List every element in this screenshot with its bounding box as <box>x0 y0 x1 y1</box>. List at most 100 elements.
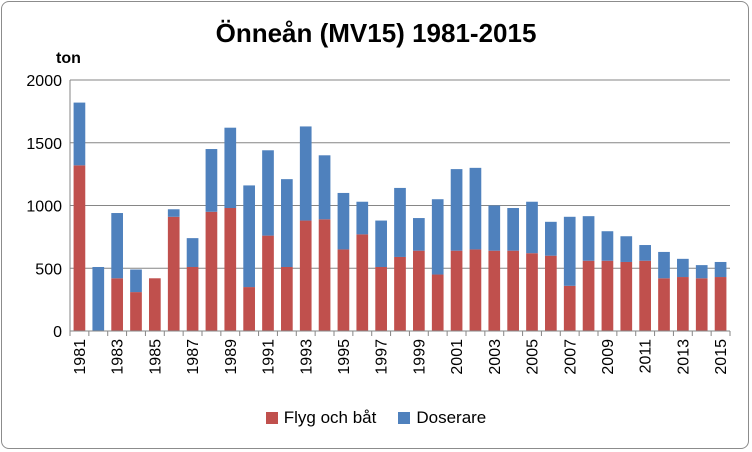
x-tick-label: 2003 <box>487 339 504 375</box>
bar-flyg-1990 <box>243 287 255 331</box>
chart-legend: Flyg och båt Doserare <box>0 408 752 428</box>
bar-doserare-1990 <box>243 185 255 288</box>
bar-flyg-1987 <box>186 266 199 331</box>
bar-doserare-1989 <box>224 127 237 209</box>
bar-doserare-1997 <box>375 220 387 267</box>
bar-flyg-1986 <box>167 216 180 331</box>
bar-flyg-2015 <box>714 277 727 331</box>
bar-doserare-1983 <box>111 213 123 279</box>
legend-item-flyg: Flyg och båt <box>265 408 377 428</box>
bar-doserare-1991 <box>262 150 274 236</box>
bar-flyg-1999 <box>413 250 425 331</box>
x-tick-label: 2013 <box>675 339 692 375</box>
bar-doserare-1993 <box>299 126 312 221</box>
x-tick-label: 1981 <box>72 339 89 375</box>
legend-swatch-flyg <box>265 412 278 424</box>
bar-doserare-1981 <box>73 102 86 166</box>
bar-flyg-2002 <box>469 249 482 331</box>
bar-doserare-2003 <box>488 205 501 251</box>
legend-label-flyg: Flyg och båt <box>283 408 377 427</box>
bar-doserare-1999 <box>413 218 425 251</box>
bar-flyg-2000 <box>431 274 444 331</box>
bar-flyg-2009 <box>601 260 614 331</box>
bar-doserare-1998 <box>394 187 406 257</box>
bar-doserare-2015 <box>714 261 727 278</box>
bar-flyg-1985 <box>149 278 161 331</box>
bar-flyg-1993 <box>299 220 312 331</box>
bar-doserare-1982 <box>92 266 105 331</box>
bar-flyg-1983 <box>111 278 123 331</box>
bar-doserare-2011 <box>639 245 651 261</box>
y-tick-label: 0 <box>53 324 62 341</box>
bar-doserare-2009 <box>601 231 614 261</box>
x-tick-label: 1995 <box>336 339 353 375</box>
x-tick-label: 2015 <box>713 339 730 375</box>
bar-flyg-2005 <box>526 253 538 331</box>
legend-item-doserare: Doserare <box>398 408 486 428</box>
x-tick-label: 1999 <box>411 339 428 375</box>
y-tick-label: 500 <box>35 261 62 278</box>
x-tick-label: 1983 <box>110 339 127 375</box>
bar-doserare-2008 <box>582 216 595 261</box>
y-tick-label: 1500 <box>26 136 62 153</box>
bar-doserare-2013 <box>677 258 689 278</box>
bar-doserare-2000 <box>431 199 444 275</box>
bar-flyg-1989 <box>224 208 237 331</box>
bar-flyg-1998 <box>394 256 406 331</box>
bar-doserare-2002 <box>469 167 482 250</box>
x-tick-label: 2009 <box>600 339 617 375</box>
bar-flyg-1996 <box>356 234 369 331</box>
bar-flyg-2008 <box>582 260 595 331</box>
bar-flyg-1991 <box>262 235 274 331</box>
x-tick-label: 2007 <box>562 339 579 375</box>
bar-flyg-1981 <box>73 165 86 331</box>
x-tick-label: 2001 <box>449 339 466 375</box>
bar-flyg-1997 <box>375 266 387 331</box>
bar-doserare-2012 <box>658 251 670 279</box>
bar-flyg-1988 <box>205 211 218 331</box>
bar-doserare-2007 <box>563 216 576 286</box>
legend-label-doserare: Doserare <box>416 408 487 427</box>
bar-doserare-2004 <box>507 208 519 251</box>
bar-flyg-1995 <box>337 249 350 331</box>
bar-doserare-1994 <box>318 155 331 220</box>
bar-doserare-2006 <box>545 221 557 256</box>
bar-flyg-2011 <box>639 260 651 331</box>
bar-flyg-2003 <box>488 250 501 331</box>
bar-doserare-2001 <box>450 169 463 251</box>
bar-flyg-2006 <box>545 255 557 331</box>
bar-flyg-2001 <box>450 250 463 331</box>
bar-flyg-2007 <box>563 285 576 331</box>
x-tick-label: 1989 <box>223 339 240 375</box>
bar-doserare-1987 <box>186 238 199 267</box>
bar-flyg-2004 <box>507 250 519 331</box>
chart-title: Önneån (MV15) 1981-2015 <box>215 18 537 48</box>
y-tick-label: 1000 <box>26 199 62 216</box>
x-tick-label: 2005 <box>525 339 542 375</box>
bar-flyg-1992 <box>281 266 293 331</box>
bar-flyg-2014 <box>695 278 708 331</box>
bar-flyg-1994 <box>318 219 331 331</box>
bar-flyg-2012 <box>658 278 670 331</box>
x-tick-label: 1987 <box>185 339 202 375</box>
legend-swatch-doserare <box>398 412 411 424</box>
y-axis-unit-label: ton <box>56 50 81 67</box>
x-tick-label: 2011 <box>638 339 655 374</box>
bar-doserare-1995 <box>337 192 350 250</box>
x-tick-label: 1985 <box>147 339 164 375</box>
bar-doserare-1986 <box>167 209 180 217</box>
bar-doserare-2014 <box>695 265 708 279</box>
bar-doserare-2005 <box>526 201 538 254</box>
y-tick-label: 2000 <box>26 73 62 90</box>
x-tick-label: 1991 <box>261 339 278 375</box>
x-tick-label: 1993 <box>298 339 315 375</box>
bar-doserare-1984 <box>130 269 142 293</box>
x-tick-label: 1997 <box>374 339 391 375</box>
bar-flyg-2010 <box>620 261 633 331</box>
bar-doserare-2010 <box>620 236 633 262</box>
bar-doserare-1992 <box>281 179 293 267</box>
bar-doserare-1988 <box>205 149 218 212</box>
bar-flyg-1984 <box>130 292 142 331</box>
